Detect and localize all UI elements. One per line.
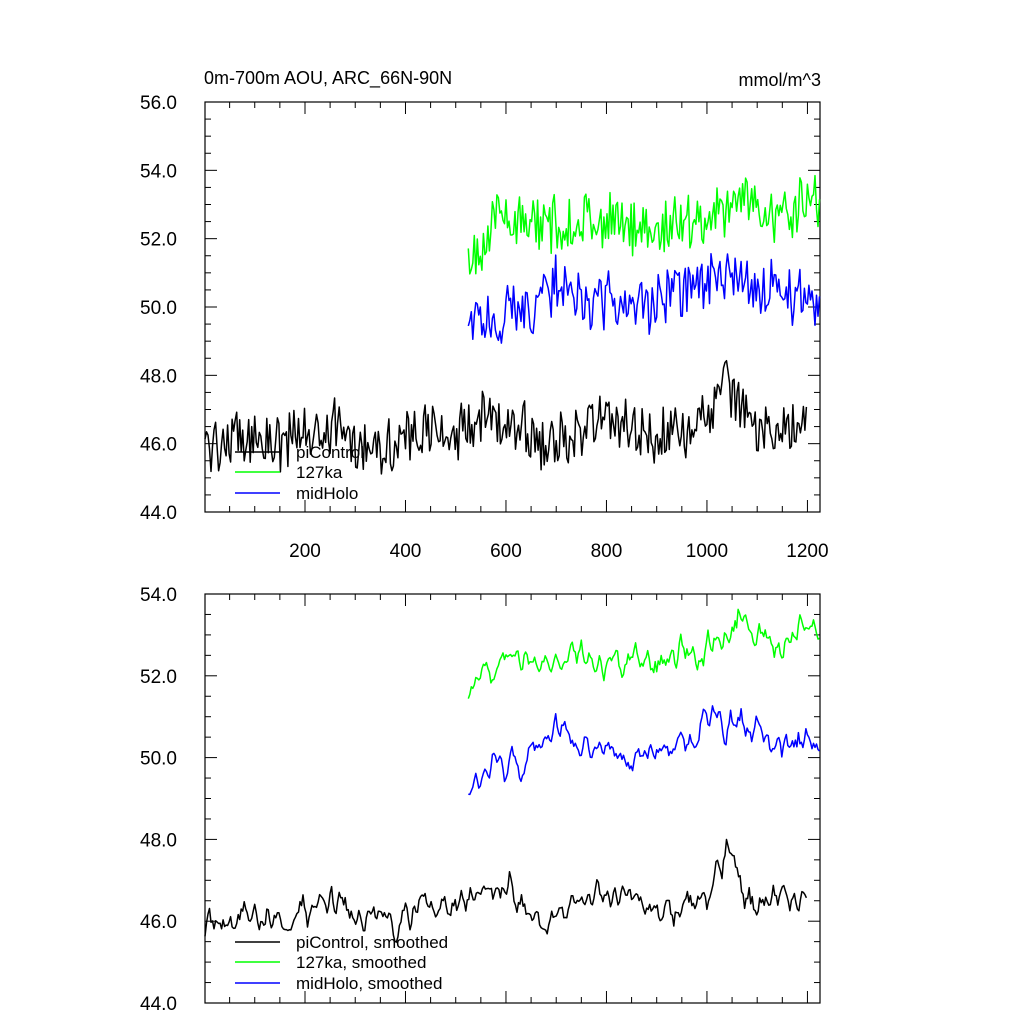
- y-tick-label: 52.0: [140, 667, 177, 688]
- y-tick-label: 46.0: [140, 435, 177, 456]
- y-tick-label: 48.0: [140, 830, 177, 851]
- legend-label: midHolo: [296, 484, 358, 503]
- series-line-midholo: [468, 705, 821, 796]
- y-tick-label: 44.0: [140, 503, 177, 524]
- legend-label: piControl: [296, 443, 364, 462]
- top-chart-units: mmol/m^3: [739, 70, 821, 90]
- legend-label: 127ka, smoothed: [296, 953, 426, 972]
- x-tick-label: 800: [591, 541, 623, 562]
- series-line-picontrol: [204, 359, 808, 475]
- legend-label: midHolo, smoothed: [296, 974, 442, 993]
- x-tick-label: 1200: [786, 541, 828, 562]
- y-tick-label: 46.0: [140, 912, 177, 933]
- x-tick-label: 1000: [686, 541, 728, 562]
- x-tick-label: 400: [390, 541, 422, 562]
- top-chart: 44.0 46.0 48.0 50.0 52.0 54.0 56.0 200 400 600 800…: [140, 93, 829, 562]
- y-tick-label: 48.0: [140, 366, 177, 387]
- series-line-127ka: [467, 174, 821, 275]
- bottom-chart: 44.0 46.0 48.0 50.0 52.0 54.0 piControl, smoot…: [140, 585, 821, 1015]
- x-tick-label: 600: [490, 541, 522, 562]
- legend-label: piControl, smoothed: [296, 933, 448, 952]
- legend-label: 127ka: [296, 463, 343, 482]
- series-line-picontrol: [204, 838, 808, 943]
- y-tick-label: 54.0: [140, 161, 177, 182]
- y-tick-label: 44.0: [140, 994, 177, 1015]
- y-tick-label: 56.0: [140, 93, 177, 114]
- y-tick-label: 52.0: [140, 230, 177, 251]
- x-tick-label: 200: [289, 541, 321, 562]
- series-line-127ka: [467, 608, 820, 699]
- y-tick-label: 54.0: [140, 585, 177, 606]
- y-tick-label: 50.0: [140, 749, 177, 770]
- series-line-midholo: [467, 253, 821, 344]
- y-tick-label: 50.0: [140, 298, 177, 319]
- top-chart-title: 0m-700m AOU, ARC_66N-90N: [204, 68, 452, 89]
